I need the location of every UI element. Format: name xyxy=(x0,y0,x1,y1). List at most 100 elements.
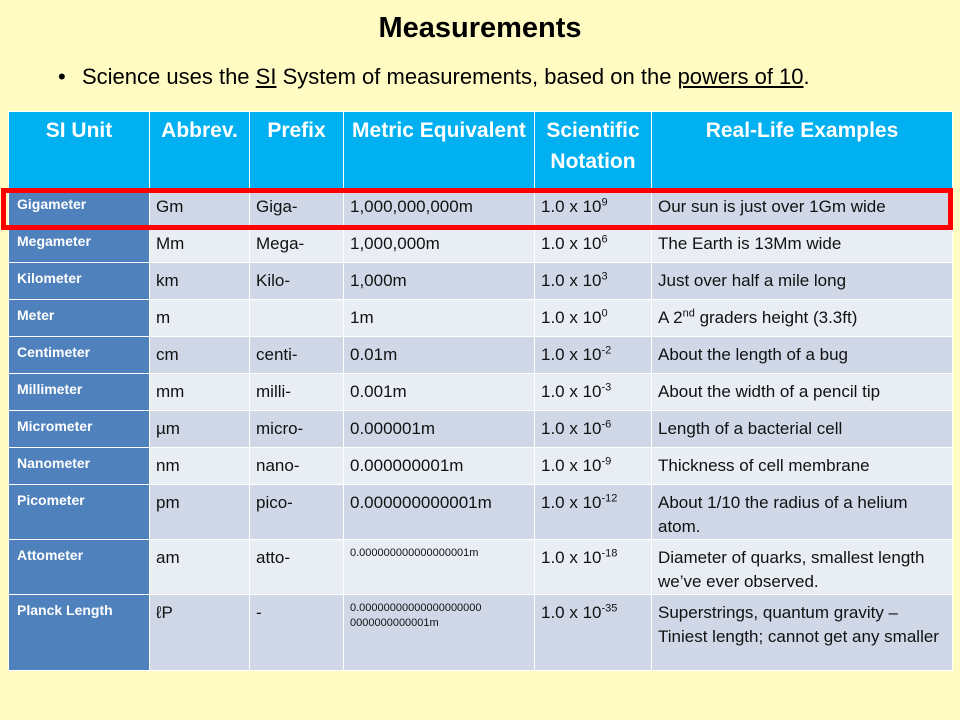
sci-base: 1.0 x 10 xyxy=(541,419,602,438)
unit-cell: Kilometer xyxy=(8,262,150,300)
prefix-cell: Kilo- xyxy=(249,262,344,300)
unit-cell: Millimeter xyxy=(8,373,150,411)
example-pre: A 2 xyxy=(658,308,683,327)
example-post: graders height (3.3ft) xyxy=(694,308,858,327)
header-si-unit: SI Unit xyxy=(8,111,150,189)
unit-cell: Megameter xyxy=(8,225,150,263)
bullet-text-mid: System of measurements, based on the xyxy=(276,64,678,89)
sci-cell: 1.0 x 10-6 xyxy=(534,410,652,448)
header-real-life-examples: Real-Life Examples xyxy=(651,111,953,189)
example-cell: A 2nd graders height (3.3ft) xyxy=(651,299,953,337)
sci-cell: 1.0 x 103 xyxy=(534,262,652,300)
header-scientific-notation: Scientific Notation xyxy=(534,111,652,189)
unit-cell: Nanometer xyxy=(8,447,150,485)
sci-cell: 1.0 x 10-18 xyxy=(534,539,652,595)
metric-cell: 0.001m xyxy=(343,373,535,411)
metric-cell: 0.000000000000000001m xyxy=(343,539,535,595)
sci-base: 1.0 x 10 xyxy=(541,548,602,567)
example-cell: Thickness of cell membrane xyxy=(651,447,953,485)
abbrev-cell: am xyxy=(149,539,250,595)
table-row: Kilometer km Kilo- 1,000m 1.0 x 103 Just… xyxy=(8,262,953,300)
table-row: Meter m 1m 1.0 x 100 A 2nd graders heigh… xyxy=(8,299,953,337)
sci-base: 1.0 x 10 xyxy=(541,382,602,401)
metric-cell: 0.01m xyxy=(343,336,535,374)
table-row: Nanometer nm nano- 0.000000001m 1.0 x 10… xyxy=(8,447,953,485)
unit-cell: Gigameter xyxy=(8,188,150,226)
abbrev-cell: cm xyxy=(149,336,250,374)
header-prefix: Prefix xyxy=(249,111,344,189)
table-row: Centimeter cm centi- 0.01m 1.0 x 10-2 Ab… xyxy=(8,336,953,374)
metric-cell: 0.000000000001m xyxy=(343,484,535,540)
metric-cell: 1m xyxy=(343,299,535,337)
prefix-cell: micro- xyxy=(249,410,344,448)
sci-exp: -9 xyxy=(601,455,612,468)
abbrev-cell: nm xyxy=(149,447,250,485)
prefix-cell: pico- xyxy=(249,484,344,540)
sci-exp: -18 xyxy=(601,547,618,560)
prefix-cell: centi- xyxy=(249,336,344,374)
bullet-dot-icon: • xyxy=(58,64,66,89)
sci-exp: -6 xyxy=(601,418,612,431)
prefix-cell: nano- xyxy=(249,447,344,485)
unit-cell: Attometer xyxy=(8,539,150,595)
example-sup: nd xyxy=(682,307,695,320)
unit-cell: Centimeter xyxy=(8,336,150,374)
unit-cell: Meter xyxy=(8,299,150,337)
sci-exp: 0 xyxy=(601,307,608,320)
page-title: Measurements xyxy=(378,12,582,44)
abbrev-cell: Gm xyxy=(149,188,250,226)
bullet-si-link: SI xyxy=(255,64,277,89)
example-cell: Length of a bacterial cell xyxy=(651,410,953,448)
header-metric-equivalent: Metric Equivalent xyxy=(343,111,535,189)
prefix-cell: milli- xyxy=(249,373,344,411)
prefix-cell xyxy=(249,299,344,337)
example-cell: Our sun is just over 1Gm wide xyxy=(651,188,953,226)
unit-cell: Planck Length xyxy=(8,594,150,671)
highlight-box xyxy=(1,188,953,230)
prefix-cell: - xyxy=(249,594,344,671)
sci-base: 1.0 x 10 xyxy=(541,308,602,327)
example-cell: Diameter of quarks, smallest length we’v… xyxy=(651,539,953,595)
example-cell: About the width of a pencil tip xyxy=(651,373,953,411)
table-row: Planck Length ℓP - 0.0000000000000000000… xyxy=(8,594,953,671)
prefix-cell: Mega- xyxy=(249,225,344,263)
abbrev-cell: km xyxy=(149,262,250,300)
sci-cell: 1.0 x 10-3 xyxy=(534,373,652,411)
prefix-cell: atto- xyxy=(249,539,344,595)
metric-cell: 1,000,000m xyxy=(343,225,535,263)
abbrev-cell: Mm xyxy=(149,225,250,263)
sci-base: 1.0 x 10 xyxy=(541,234,602,253)
table-row: Megameter Mm Mega- 1,000,000m 1.0 x 106 … xyxy=(8,225,953,263)
sci-base: 1.0 x 10 xyxy=(541,345,602,364)
unit-cell: Picometer xyxy=(8,484,150,540)
sci-cell: 1.0 x 10-2 xyxy=(534,336,652,374)
table-row: Picometer pm pico- 0.000000000001m 1.0 x… xyxy=(8,484,953,540)
sci-exp: -3 xyxy=(601,381,612,394)
sci-base: 1.0 x 10 xyxy=(541,603,602,622)
sci-cell: 1.0 x 106 xyxy=(534,225,652,263)
sci-exp: -12 xyxy=(601,492,618,505)
sci-base: 1.0 x 10 xyxy=(541,271,602,290)
metric-cell: 1,000m xyxy=(343,262,535,300)
abbrev-cell: pm xyxy=(149,484,250,540)
metric-cell: 0.00000000000000000000 0000000000001m xyxy=(343,594,535,671)
example-cell: Just over half a mile long xyxy=(651,262,953,300)
table-row: Attometer am atto- 0.000000000000000001m… xyxy=(8,539,953,595)
example-cell: Superstrings, quantum gravity – Tiniest … xyxy=(651,594,953,671)
table-header-row: SI Unit Abbrev. Prefix Metric Equivalent… xyxy=(8,111,953,189)
sci-base: 1.0 x 10 xyxy=(541,197,602,216)
measurements-table: SI Unit Abbrev. Prefix Metric Equivalent… xyxy=(8,111,953,671)
sci-exp: -2 xyxy=(601,344,612,357)
sci-cell: 1.0 x 100 xyxy=(534,299,652,337)
sci-exp: 6 xyxy=(601,233,608,246)
sci-base: 1.0 x 10 xyxy=(541,456,602,475)
abbrev-cell: mm xyxy=(149,373,250,411)
sci-cell: 1.0 x 10-12 xyxy=(534,484,652,540)
sci-exp: 3 xyxy=(601,270,608,283)
sci-base: 1.0 x 10 xyxy=(541,493,602,512)
table-row: Gigameter Gm Giga- 1,000,000,000m 1.0 x … xyxy=(8,188,953,226)
abbrev-cell: µm xyxy=(149,410,250,448)
sci-exp: -35 xyxy=(601,602,618,615)
example-cell: The Earth is 13Mm wide xyxy=(651,225,953,263)
example-cell: About the length of a bug xyxy=(651,336,953,374)
